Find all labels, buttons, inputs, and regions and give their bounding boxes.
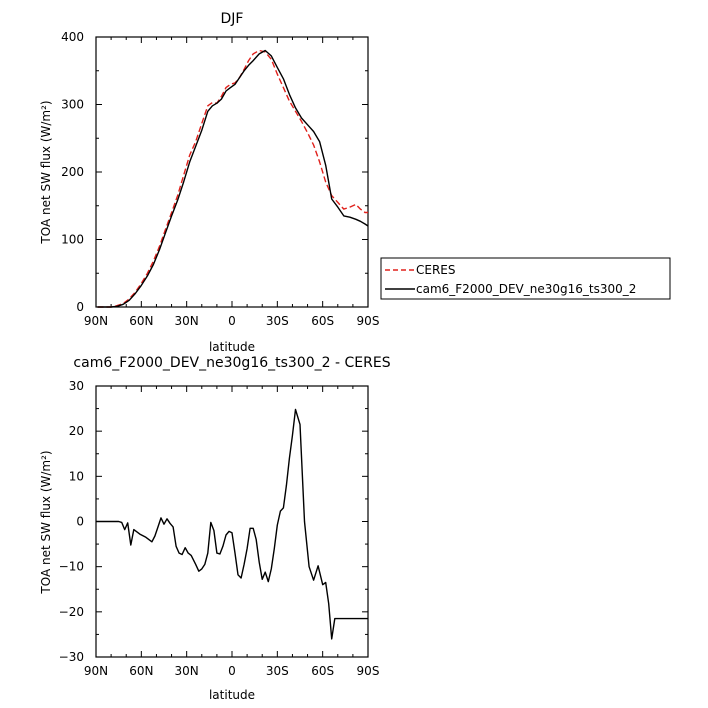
bottom-chart-x-axis-label: latitude — [209, 688, 255, 702]
bottom-chart-y-tick-label: 20 — [69, 424, 84, 438]
bottom-chart-plot-frame — [95, 385, 369, 658]
legend-box — [380, 257, 671, 300]
top-chart-y-tick-label: 0 — [76, 300, 84, 314]
bottom-chart-y-axis-label: TOA net SW flux (W/m²) — [39, 450, 53, 594]
top-chart-x-tick-label: 30N — [175, 314, 199, 328]
top-chart-x-tick-label: 60S — [311, 314, 334, 328]
top-chart-x-tick-label: 0 — [228, 314, 236, 328]
bottom-chart-x-tick-label: 60S — [311, 664, 334, 678]
top-chart-x-tick-label: 90S — [357, 314, 380, 328]
top-chart-x-axis-label: latitude — [209, 340, 255, 354]
bottom-chart-y-tick-label: −30 — [59, 650, 84, 664]
bottom-chart-x-tick-label: 90S — [357, 664, 380, 678]
top-chart-title: DJF — [221, 11, 244, 27]
top-chart-y-axis-label: TOA net SW flux (W/m²) — [39, 100, 53, 244]
bottom-chart-y-tick-label: 10 — [69, 469, 84, 483]
bottom-chart-x-tick-label: 30S — [266, 664, 289, 678]
legend-label-ceres: CERES — [416, 263, 456, 277]
bottom-chart-x-tick-label: 60N — [129, 664, 153, 678]
bottom-chart-y-tick-label: 0 — [76, 515, 84, 529]
bottom-chart-panel: cam6_F2000_DEV_ne30g16_ts300_2 - CERES T… — [39, 355, 391, 702]
bottom-chart-title: cam6_F2000_DEV_ne30g16_ts300_2 - CERES — [73, 355, 390, 371]
bottom-chart-x-tick-label: 90N — [84, 664, 108, 678]
top-chart-y-tick-label: 200 — [61, 165, 84, 179]
top-chart-y-tick-label: 400 — [61, 30, 84, 44]
top-chart-y-tick-label: 300 — [61, 98, 84, 112]
bottom-chart-x-tick-label: 30N — [175, 664, 199, 678]
bottom-chart-y-tick-label: 30 — [69, 379, 84, 393]
top-chart-y-tick-label: 100 — [61, 233, 84, 247]
top-chart-x-tick-label: 90N — [84, 314, 108, 328]
bottom-chart-x-tick-label: 0 — [228, 664, 236, 678]
bottom-chart-y-tick-label: −20 — [59, 605, 84, 619]
top-chart-x-tick-label: 30S — [266, 314, 289, 328]
top-chart-series-line-2 — [97, 49, 369, 308]
top-chart-panel: DJF TOA net SW flux (W/m²) latitude 90N 6… — [39, 11, 379, 354]
top-chart-series-line-1 — [97, 49, 368, 308]
legend: CERES cam6_F2000_DEV_ne30g16_ts300_2 — [380, 257, 671, 300]
bottom-chart-series-line-1 — [96, 408, 368, 640]
legend-label-model: cam6_F2000_DEV_ne30g16_ts300_2 — [416, 282, 636, 296]
bottom-chart-y-tick-label: −10 — [59, 560, 84, 574]
top-chart-x-tick-label: 60N — [129, 314, 153, 328]
